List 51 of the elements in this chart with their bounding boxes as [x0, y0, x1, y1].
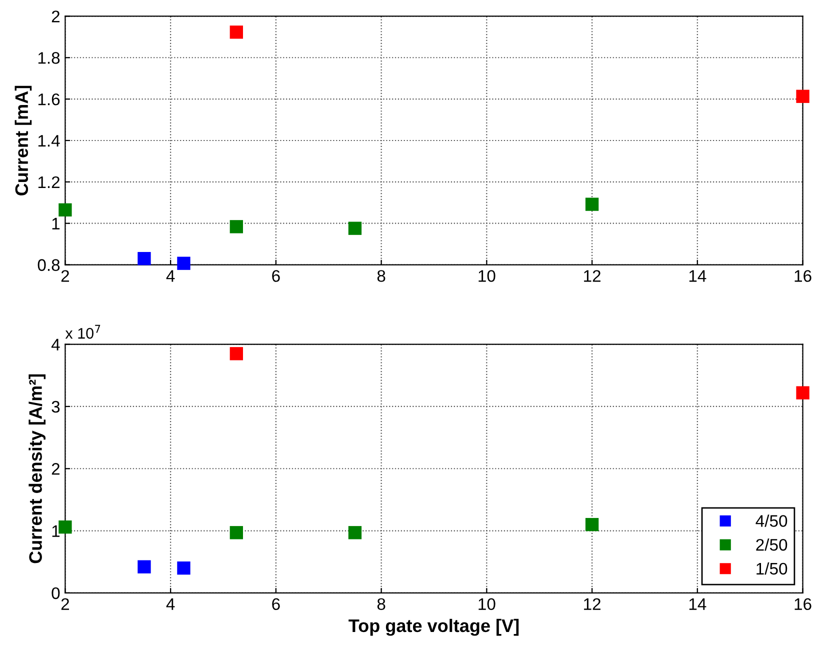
y-tick-label: 1.4: [38, 135, 60, 147]
text: x 10$^{7}$: [65, 324, 100, 339]
point: [585, 198, 599, 211]
y-tick-label: 1.2: [38, 176, 60, 188]
y-tick-label: 0: [52, 587, 60, 600]
point: [138, 252, 151, 266]
x-tick-label: 16: [794, 270, 812, 282]
x-tick-label: 8: [377, 598, 386, 610]
y-tick-label: 2: [52, 10, 60, 22]
x-tick-label: 6: [272, 598, 280, 610]
legend-label: 2/50: [756, 538, 788, 551]
legend-label: 4/50: [756, 514, 788, 527]
point: [230, 26, 244, 39]
x-tick-label: 10: [478, 598, 496, 610]
x-tick-label: 4: [166, 598, 175, 610]
point: [138, 560, 151, 574]
point: [230, 526, 244, 540]
x-tick-label: 12: [584, 270, 600, 282]
y-tick-label: 2: [52, 463, 60, 475]
y-axis-title: Current density [A/m²]: [28, 374, 46, 564]
x-tick-label: 12: [584, 598, 600, 610]
point: [177, 561, 190, 575]
point: [585, 518, 599, 532]
x-tick-label: 14: [689, 598, 706, 610]
y-tick-label: 4: [51, 338, 60, 350]
x-tick-label: 10: [478, 270, 496, 282]
legend-label: 1/50: [756, 562, 788, 575]
x-tick-label: 4: [166, 270, 175, 282]
point: [177, 256, 190, 270]
x-axis-title: Top gate voltage [V]: [348, 618, 519, 636]
point: [230, 347, 244, 360]
y-tick-label: 0.8: [38, 259, 60, 271]
point: [796, 90, 810, 103]
y-axis-title: Current [mA]: [14, 86, 32, 196]
point: [230, 220, 244, 234]
x-tick-label: 2: [61, 270, 69, 282]
x-tick-label: 6: [272, 270, 280, 282]
point: [58, 203, 72, 216]
x-tick-label: 14: [689, 270, 706, 282]
y-tick-label: 1.6: [38, 93, 60, 106]
x-tick-label: 16: [794, 598, 812, 610]
point: [348, 526, 362, 540]
y-tick-label: 3: [52, 400, 60, 413]
point: [58, 520, 72, 534]
y-tick-label: 1.8: [38, 52, 60, 64]
y-tick-label: 1: [52, 525, 60, 537]
point: [796, 386, 810, 400]
y-tick-label: 1: [52, 218, 60, 230]
point: [348, 222, 362, 235]
x-tick-label: 8: [377, 270, 386, 282]
x-tick-label: 2: [61, 598, 69, 610]
